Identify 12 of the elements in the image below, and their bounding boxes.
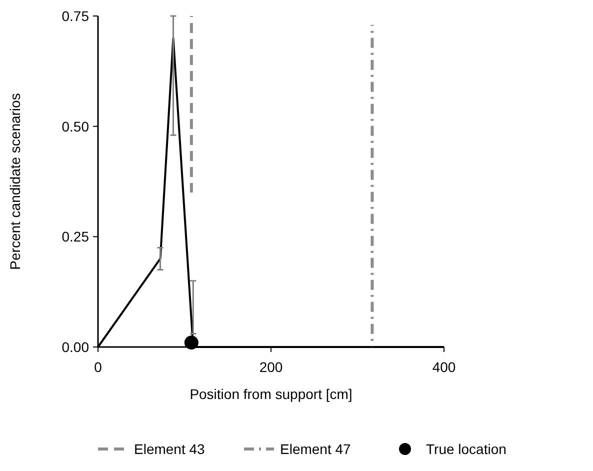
x-axis-title: Position from support [cm] <box>190 386 352 402</box>
y-tick-label: 0.00 <box>62 339 90 355</box>
legend-label: Element 47 <box>280 441 352 457</box>
x-tick-label: 400 <box>432 359 456 375</box>
x-tick-label: 0 <box>94 359 102 375</box>
y-axis-title: Percent candidate scenarios <box>7 93 23 270</box>
y-tick-label: 0.75 <box>62 8 90 24</box>
y-tick-label: 0.50 <box>62 118 90 134</box>
legend-label: Element 43 <box>134 441 206 457</box>
x-tick-label: 200 <box>259 359 283 375</box>
legend-label: True location <box>426 441 506 457</box>
y-tick-label: 0.25 <box>62 228 90 245</box>
